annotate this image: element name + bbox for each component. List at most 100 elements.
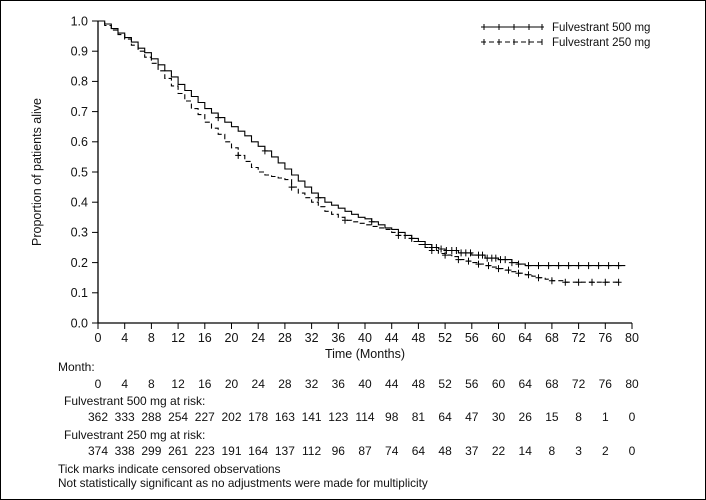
risk-count: 338 [115, 444, 135, 458]
risk-count: 164 [248, 444, 268, 458]
risk-count: 47 [465, 410, 479, 424]
risk-month-value: 24 [252, 377, 266, 391]
y-tick-label: 1.0 [71, 14, 88, 28]
x-tick-label: 28 [278, 331, 292, 345]
x-tick-label: 52 [438, 331, 452, 345]
y-tick-label: 0.7 [71, 105, 88, 119]
risk-count: 178 [248, 410, 268, 424]
risk-count: 0 [629, 410, 636, 424]
x-tick-label: 12 [171, 331, 185, 345]
y-axis-ticks: 0.0 0.1 0.2 0.3 0.4 0.5 0.6 0.7 0.8 0.9 1.0 [71, 14, 98, 330]
x-tick-label: 56 [465, 331, 479, 345]
legend: Fulvestrant 500 mg Fulvestrant 250 mg [481, 22, 650, 49]
x-tick-label: 68 [545, 331, 559, 345]
risk-count: 15 [545, 410, 559, 424]
x-tick-label: 60 [492, 331, 506, 345]
risk-month-value: 0 [95, 377, 102, 391]
legend-item-fulvestrant-250mg: Fulvestrant 250 mg [481, 37, 650, 49]
legend-censor-marks-icon [483, 39, 543, 45]
y-tick-label: 0.4 [71, 196, 88, 210]
footnote-censored: Tick marks indicate censored observation… [58, 462, 281, 476]
risk-month-value: 52 [438, 377, 452, 391]
survival-curve-500mg [98, 20, 626, 267]
legend-label-500mg: Fulvestrant 500 mg [552, 22, 650, 34]
risk-month-value: 28 [278, 377, 292, 391]
risk-month-value: 80 [625, 377, 639, 391]
x-tick-label: 24 [251, 331, 265, 345]
censor-marks-250mg [235, 151, 622, 286]
risk-count: 114 [355, 410, 374, 424]
risk-table-month-label: Month: [58, 360, 95, 374]
risk-month-value: 56 [465, 377, 479, 391]
x-axis-ticks: 0 4 8 12 16 20 24 28 32 36 40 44 48 52 56 60 64 68 72 76 80 [95, 323, 639, 345]
risk-count: 0 [629, 444, 636, 458]
x-tick-label: 0 [95, 331, 102, 345]
risk-count: 261 [168, 444, 188, 458]
survival-curves [98, 20, 626, 286]
risk-count: 254 [168, 410, 188, 424]
y-tick-label: 0.9 [71, 45, 88, 59]
risk-count: 22 [492, 444, 506, 458]
risk-month-value: 20 [225, 377, 239, 391]
x-tick-label: 80 [625, 331, 639, 345]
risk-month-value: 4 [121, 377, 128, 391]
risk-count: 37 [465, 444, 479, 458]
risk-count: 333 [115, 410, 135, 424]
risk-count: 362 [88, 410, 108, 424]
footnote-multiplicity: Not statistically significant as no adju… [58, 476, 428, 490]
risk-month-value: 72 [572, 377, 586, 391]
x-tick-label: 16 [198, 331, 212, 345]
risk-month-value: 44 [385, 377, 399, 391]
risk-count: 98 [385, 410, 399, 424]
risk-month-value: 32 [305, 377, 319, 391]
risk-count: 8 [549, 444, 556, 458]
risk-count: 1 [602, 410, 609, 424]
x-tick-label: 20 [225, 331, 239, 345]
y-tick-label: 0.8 [71, 75, 88, 89]
y-tick-label: 0.3 [71, 226, 88, 240]
risk-count: 227 [195, 410, 215, 424]
risk-count: 141 [302, 410, 322, 424]
risk-count: 202 [221, 410, 241, 424]
legend-item-fulvestrant-500mg: Fulvestrant 500 mg [481, 22, 650, 34]
risk-count: 64 [438, 410, 452, 424]
risk-count: 288 [141, 410, 161, 424]
risk-count: 112 [302, 444, 321, 458]
risk-count: 64 [412, 444, 426, 458]
risk-row-values-250mg: 374 338 299 261 223 191 164 137 112 96 87 74 64 48 37 2… [88, 444, 636, 458]
risk-month-value: 64 [519, 377, 533, 391]
risk-count: 48 [438, 444, 452, 458]
risk-month-value: 60 [492, 377, 506, 391]
risk-count: 2 [602, 444, 609, 458]
risk-count: 87 [358, 444, 372, 458]
x-tick-label: 4 [121, 331, 128, 345]
survival-curve-250mg [98, 20, 619, 283]
risk-count: 74 [385, 444, 399, 458]
x-tick-label: 32 [305, 331, 319, 345]
y-tick-label: 0.1 [71, 286, 88, 300]
risk-count: 191 [221, 444, 241, 458]
risk-row-label-250mg: Fulvestrant 250 mg at risk: [64, 428, 205, 442]
x-tick-label: 48 [411, 331, 425, 345]
risk-month-value: 8 [148, 377, 155, 391]
risk-row-values-500mg: 362 333 288 254 227 202 178 163 141 123 114 98 81 64 4… [88, 410, 636, 424]
risk-count: 30 [492, 410, 506, 424]
risk-count: 3 [575, 444, 582, 458]
risk-row-label-500mg: Fulvestrant 500 mg at risk: [64, 394, 205, 408]
risk-count: 374 [88, 444, 108, 458]
y-tick-label: 0.2 [71, 256, 88, 270]
risk-month-value: 76 [599, 377, 613, 391]
y-tick-label: 0.5 [71, 165, 88, 179]
censor-marks-500mg [215, 114, 622, 270]
risk-month-value: 16 [198, 377, 212, 391]
risk-count: 8 [575, 410, 582, 424]
risk-count: 14 [519, 444, 533, 458]
x-tick-label: 8 [148, 331, 155, 345]
x-axis-title: Time (Months) [325, 347, 405, 361]
risk-month-value: 68 [545, 377, 559, 391]
risk-table-month-row: 0 4 8 12 16 20 24 28 32 36 40 44 48 52 56 60 64 68 72 76 80 [95, 377, 639, 391]
risk-count: 81 [412, 410, 426, 424]
risk-month-value: 12 [171, 377, 185, 391]
y-tick-label: 0.0 [71, 316, 88, 330]
